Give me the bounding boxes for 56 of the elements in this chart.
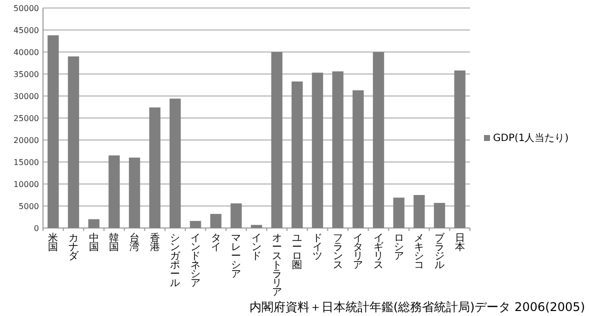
bar (414, 195, 425, 228)
y-tick-label: 0 (34, 224, 39, 233)
bar (68, 56, 80, 228)
x-tick-label: フランス (332, 233, 343, 271)
x-tick-label: マレーシア (231, 233, 242, 280)
x-tick-label: 中国 (88, 232, 99, 253)
x-tick-label: 韓国 (109, 232, 120, 253)
x-tick-label: メキシコ (414, 233, 424, 271)
x-tick-label: ブラジル (434, 232, 446, 271)
bar (312, 72, 324, 228)
bar (230, 203, 242, 228)
x-tick-label: 米国 (48, 232, 58, 253)
x-tick-label: イタリア (353, 233, 364, 271)
bar (88, 219, 100, 228)
y-tick-label: 30000 (14, 92, 39, 101)
bar (372, 52, 384, 228)
bar (190, 220, 202, 228)
bar (332, 71, 344, 228)
x-tick-label: 台湾 (130, 232, 140, 253)
x-tick-label: ユーロ圏 (292, 233, 302, 271)
bar (170, 98, 181, 228)
x-tick-label: オーストラリア (272, 233, 282, 298)
y-tick-label: 5000 (18, 202, 39, 211)
y-tick-label: 25000 (14, 114, 39, 123)
bar (434, 202, 446, 228)
bar (454, 70, 466, 228)
bar (292, 81, 303, 228)
x-tick-label: インド (252, 233, 262, 262)
bar (250, 224, 262, 228)
y-tick-label: 50000 (14, 4, 39, 13)
x-tick-label: イギリス (374, 233, 384, 271)
y-tick-label: 40000 (14, 48, 39, 57)
bar (149, 107, 160, 228)
bar (128, 158, 140, 228)
x-tick-label: タイ (210, 233, 221, 253)
x-tick-label: ドイツ (312, 233, 322, 262)
bar (48, 35, 59, 228)
y-tick-label: 45000 (14, 26, 39, 35)
y-tick-label: 15000 (14, 158, 39, 167)
legend: GDP(1人当たり) (484, 133, 569, 144)
y-tick-label: 35000 (14, 70, 39, 79)
bar (393, 198, 404, 228)
y-tick-label: 10000 (14, 180, 39, 189)
bar (271, 52, 282, 228)
bar (210, 214, 222, 228)
x-tick-label: シンガポール (170, 233, 182, 289)
bar (352, 90, 364, 228)
legend-label: GDP(1人当たり) (493, 132, 569, 144)
text: 内閣府資料＋日本統計年鑑(総務省統計局)データ 2006(2005) (249, 300, 585, 314)
x-tick-label: 香港 (150, 232, 160, 253)
x-tick-label: インドネシア (190, 233, 200, 289)
y-tick-label: 20000 (14, 136, 39, 145)
bar (108, 155, 120, 228)
x-tick-label: ロシア (394, 233, 404, 262)
x-tick-label: カナダ (68, 233, 80, 262)
x-tick-label: 日本 (454, 233, 465, 253)
